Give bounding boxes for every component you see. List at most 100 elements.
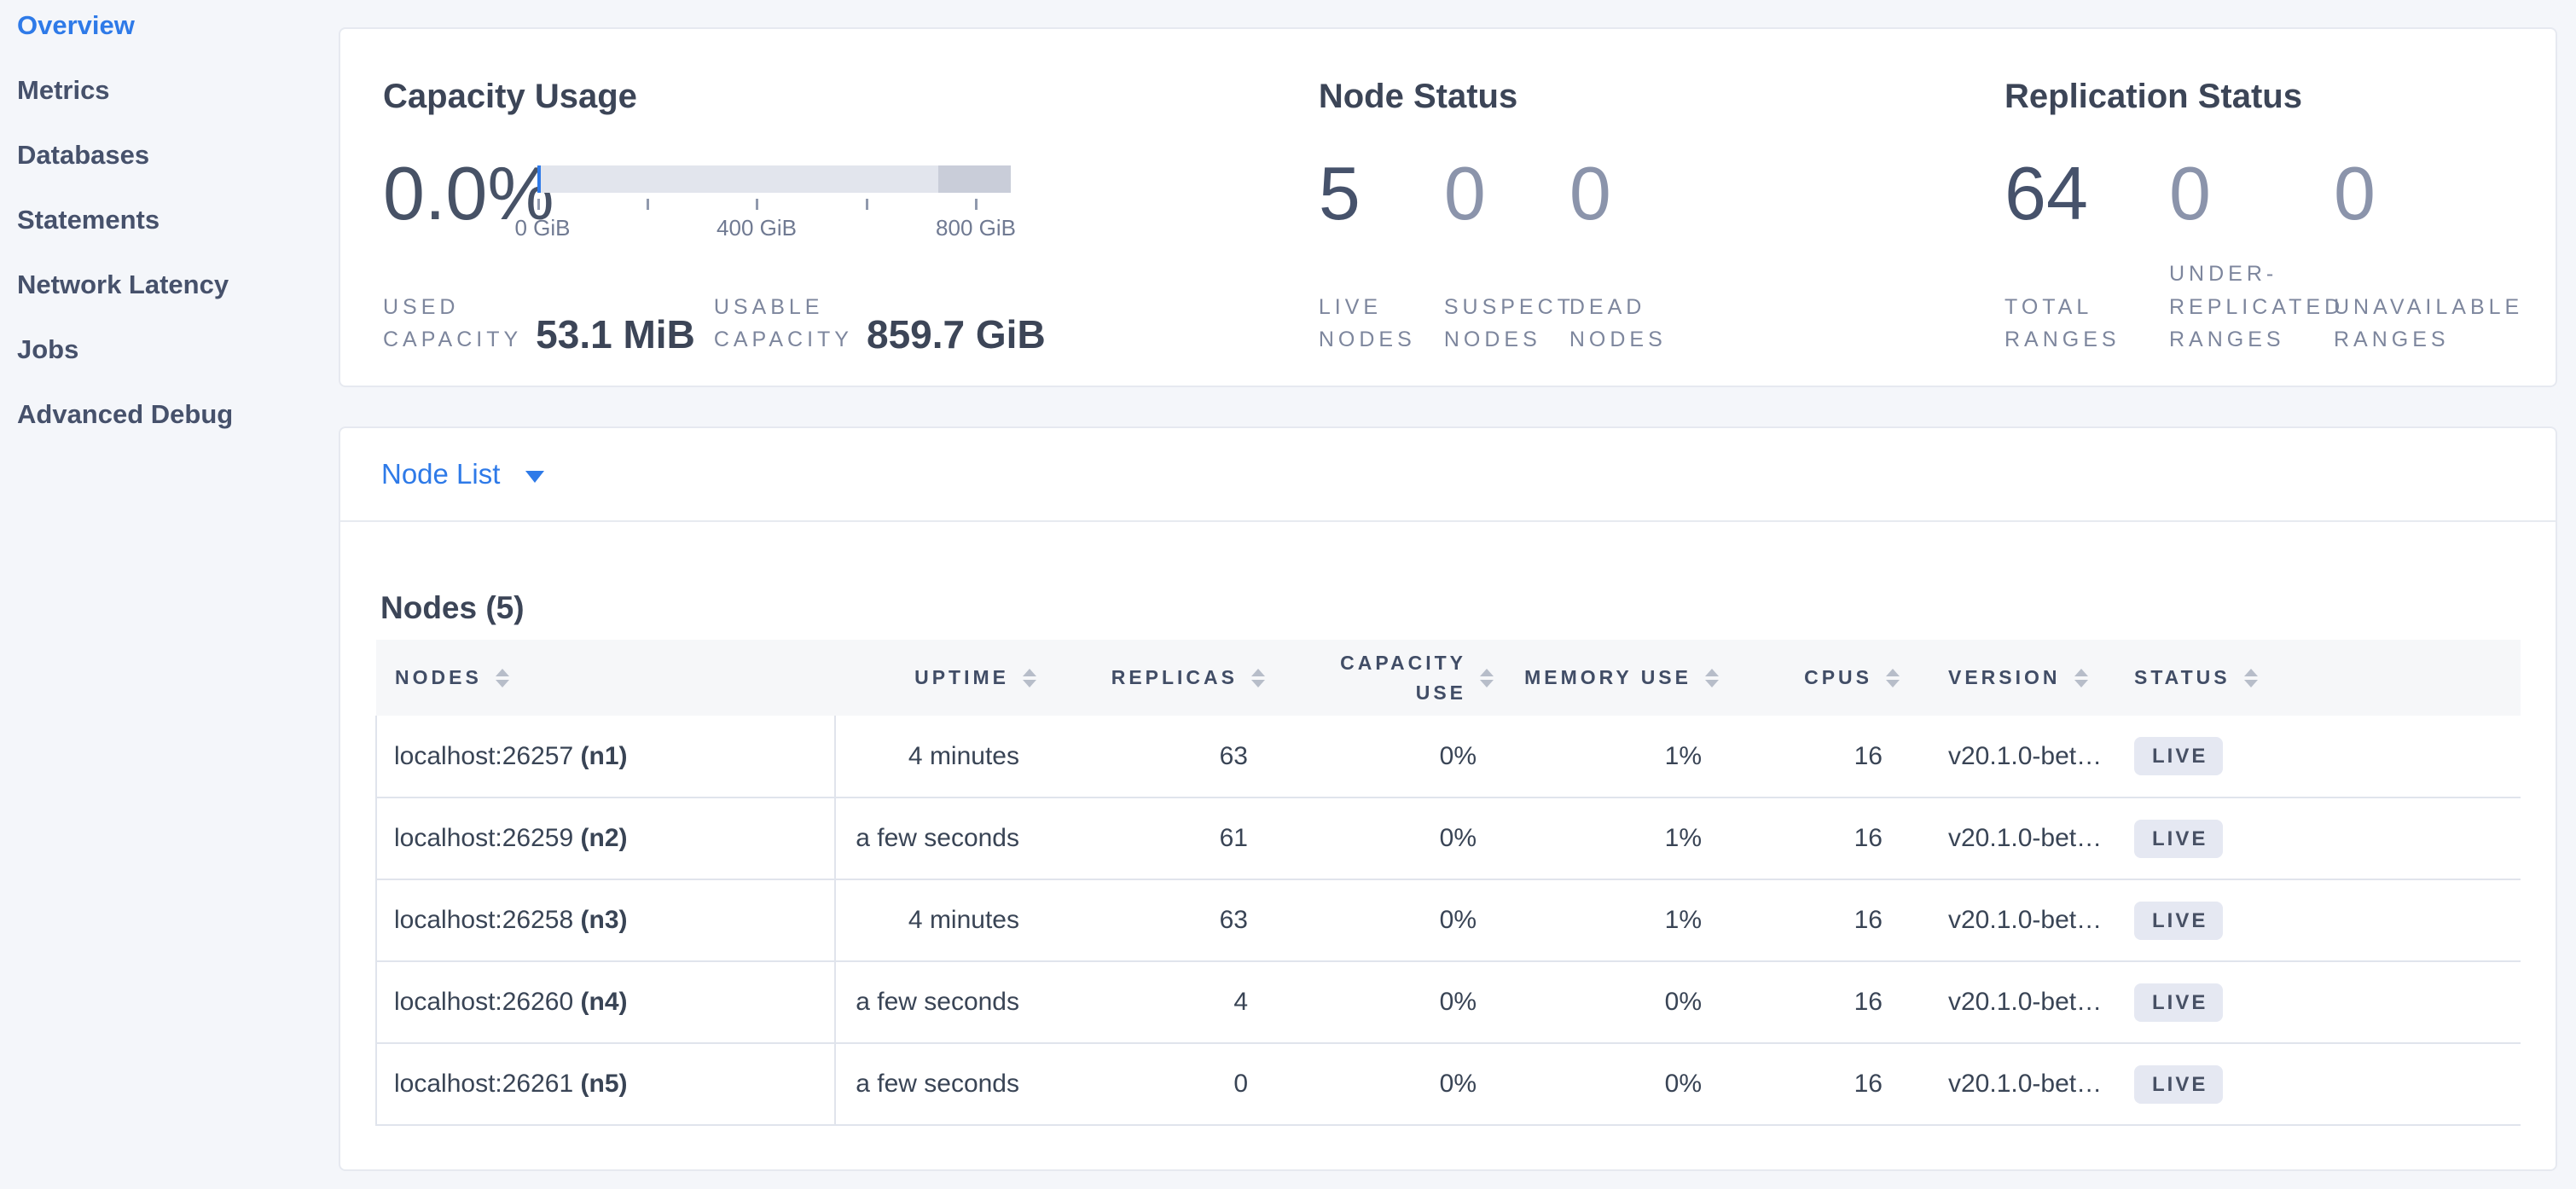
suspect-nodes-stat: 0 SUSPECT NODES (1443, 151, 1575, 357)
memory-use-cell: 1% (1494, 716, 1719, 798)
cpus-cell: 16 (1719, 1043, 1900, 1126)
suspect-nodes-label: SUSPECT NODES (1443, 294, 1575, 352)
column-header-nodes-label: NODES (395, 666, 482, 688)
dead-nodes-stat: 0 DEAD NODES (1569, 151, 1740, 357)
sidebar-item[interactable]: Overview (0, 0, 339, 58)
status-cell: LIVE (2113, 1043, 2521, 1126)
column-header-nodes[interactable]: NODES (376, 640, 835, 716)
cpus-cell: 16 (1719, 798, 1900, 880)
status-badge: LIVE (2134, 983, 2224, 1022)
sidebar-item[interactable]: Jobs (0, 317, 339, 382)
status-cell: LIVE (2113, 879, 2521, 962)
status-cell: LIVE (2113, 961, 2521, 1044)
capacity-use-cell: 0% (1265, 1043, 1494, 1126)
nodes-table-header-row: NODES UPTIME REPLICAS CAPACITY USE MEMOR (376, 640, 2521, 716)
table-row: localhost:26257 (n1) 4 minutes 63 0% 1% … (375, 716, 2521, 798)
column-header-uptime[interactable]: UPTIME (835, 640, 1036, 716)
sidebar-item[interactable]: Network Latency (0, 252, 339, 317)
sidebar-item-label: Jobs (17, 334, 79, 364)
sort-icon (1251, 668, 1265, 687)
node-id: (n4) (580, 988, 628, 1016)
node-address-cell[interactable]: localhost:26258 (n3) (375, 879, 836, 962)
column-header-cpus[interactable]: CPUS (1719, 640, 1900, 716)
uptime-cell: 4 minutes (835, 879, 1036, 962)
node-address: localhost:26258 (394, 906, 574, 934)
sort-icon (2074, 668, 2088, 687)
replication-status-title: Replication Status (2005, 78, 2302, 115)
node-status-section: Node Status 5 LIVE NODES 0 SUSPECT NODES… (1319, 79, 2005, 357)
total-ranges-value: 64 (2005, 151, 2088, 235)
usable-capacity-value: 859.7 GiB (866, 312, 1046, 357)
column-header-version[interactable]: VERSION (1900, 640, 2113, 716)
usable-capacity-label: USABLE CAPACITY (713, 294, 853, 352)
replicas-cell: 0 (1036, 1043, 1265, 1126)
memory-use-cell: 0% (1494, 1043, 1719, 1126)
column-header-status-label: STATUS (2134, 666, 2231, 688)
node-address-cell[interactable]: localhost:26260 (n4) (375, 961, 836, 1044)
used-capacity-label: USED CAPACITY (383, 294, 523, 352)
sidebar-item-label: Overview (17, 10, 135, 40)
dead-nodes-value: 0 (1569, 151, 1611, 235)
cpus-cell: 16 (1719, 961, 1900, 1044)
replication-status-section: Replication Status 64 TOTAL RANGES 0 UND… (2005, 79, 2556, 357)
capacity-use-cell: 0% (1265, 879, 1494, 962)
capacity-usage-title: Capacity Usage (383, 78, 637, 115)
capacity-bar (537, 165, 1011, 193)
uptime-cell: a few seconds (835, 961, 1036, 1044)
node-list-dropdown[interactable]: Node List (340, 428, 2556, 522)
uptime-cell: a few seconds (835, 1043, 1036, 1126)
uptime-cell: 4 minutes (835, 716, 1036, 798)
column-header-capacity-use[interactable]: CAPACITY USE (1265, 640, 1494, 716)
table-row: localhost:26261 (n5) a few seconds 0 0% … (375, 1043, 2521, 1126)
node-id: (n1) (580, 741, 628, 770)
axis-label-800gib: 800 GiB (936, 215, 1016, 241)
sort-icon (1886, 668, 1900, 687)
total-ranges-label: TOTAL RANGES (2005, 294, 2121, 352)
column-header-memory-use[interactable]: MEMORY USE (1494, 640, 1719, 716)
node-address-cell[interactable]: localhost:26257 (n1) (375, 716, 836, 798)
replicas-cell: 4 (1036, 961, 1265, 1044)
version-cell: v20.1.0-bet… (1900, 798, 2113, 880)
replicas-cell: 63 (1036, 879, 1265, 962)
version-cell: v20.1.0-bet… (1900, 716, 2113, 798)
unavailable-ranges-label: UNAVAILABLE RANGES (2334, 294, 2524, 352)
status-badge: LIVE (2134, 819, 2224, 858)
status-cell: LIVE (2113, 716, 2521, 798)
node-address-cell[interactable]: localhost:26259 (n2) (375, 798, 836, 880)
column-header-status[interactable]: STATUS (2113, 640, 2521, 716)
node-list-dropdown-label: Node List (381, 458, 501, 490)
uptime-cell: a few seconds (835, 798, 1036, 880)
sidebar-item[interactable]: Statements (0, 188, 339, 252)
sidebar-item[interactable]: Databases (0, 123, 339, 188)
suspect-nodes-value: 0 (1443, 151, 1486, 235)
live-nodes-value: 5 (1318, 151, 1361, 235)
sidebar-item[interactable]: Metrics (0, 58, 339, 123)
node-id: (n2) (580, 824, 628, 852)
status-badge: LIVE (2134, 737, 2224, 775)
column-header-uptime-label: UPTIME (914, 666, 1009, 688)
cluster-summary-card: Capacity Usage 0.0% (339, 27, 2557, 387)
nodes-table: NODES UPTIME REPLICAS CAPACITY USE MEMOR (375, 640, 2521, 1126)
chevron-down-icon (525, 471, 545, 483)
nodes-card: Node List Nodes (5) NODES UPTIME (339, 426, 2557, 1171)
sidebar: Overview Metrics Databases Statements Ne… (0, 0, 339, 1189)
capacity-axis-ticks (537, 199, 1011, 211)
table-row: localhost:26258 (n3) 4 minutes 63 0% 1% … (375, 879, 2521, 962)
replicas-cell: 63 (1036, 716, 1265, 798)
table-row: localhost:26260 (n4) a few seconds 4 0% … (375, 961, 2521, 1044)
column-header-capacity-use-label: CAPACITY USE (1340, 652, 1466, 704)
node-id: (n5) (580, 1070, 628, 1098)
node-address-cell[interactable]: localhost:26261 (n5) (375, 1043, 836, 1126)
node-address: localhost:26260 (394, 988, 574, 1016)
sort-icon (1023, 668, 1036, 687)
sidebar-item[interactable]: Advanced Debug (0, 382, 339, 447)
unavailable-ranges-value: 0 (2334, 151, 2376, 235)
column-header-replicas[interactable]: REPLICAS (1036, 640, 1265, 716)
sort-icon (2243, 668, 2258, 687)
sidebar-nav: Overview Metrics Databases Statements Ne… (0, 0, 339, 447)
sidebar-item-label: Network Latency (17, 270, 229, 299)
version-cell: v20.1.0-bet… (1900, 961, 2113, 1044)
version-cell: v20.1.0-bet… (1900, 879, 2113, 962)
under-replicated-ranges-stat: 0 UNDER- REPLICATED RANGES (2169, 156, 2340, 357)
node-address: localhost:26259 (394, 824, 574, 852)
